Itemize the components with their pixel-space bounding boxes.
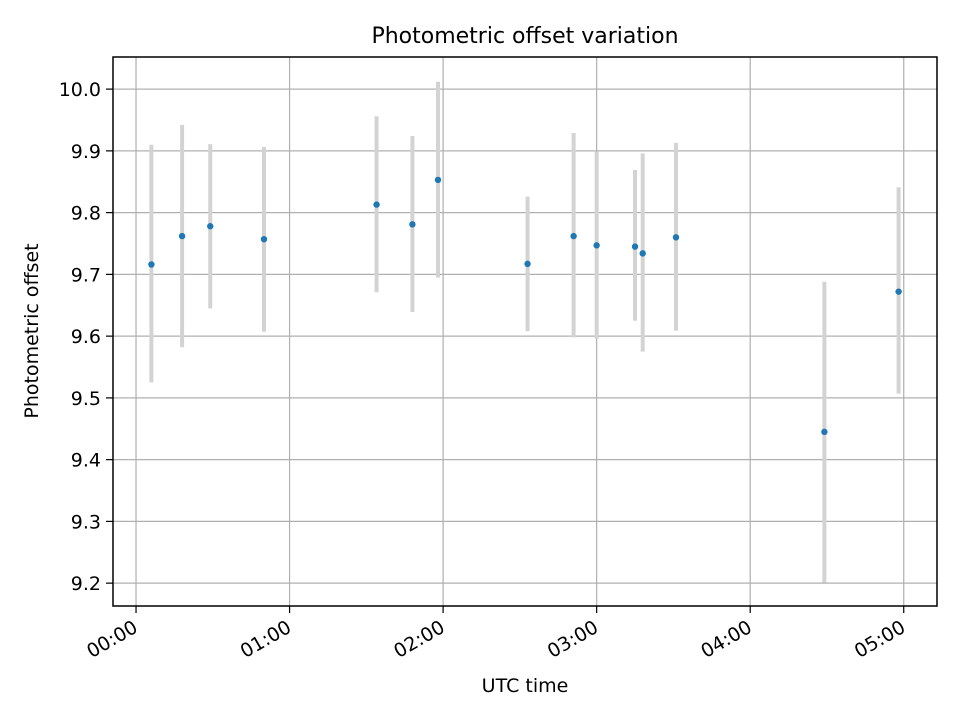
data-point (631, 243, 639, 250)
data-point (373, 201, 380, 208)
data-point (821, 428, 828, 436)
y-tick-label: 9.7 (71, 264, 101, 286)
point-layer (148, 176, 902, 436)
y-axis-label: Photometric offset (21, 243, 43, 418)
data-point (260, 235, 268, 243)
data-point (409, 221, 416, 228)
y-tick-label: 9.5 (71, 388, 101, 410)
data-point (524, 260, 531, 268)
data-point (207, 223, 214, 230)
data-point (570, 232, 577, 240)
plot-frame (112, 56, 938, 607)
chart-title: Photometric offset variation (371, 24, 678, 49)
data-point (639, 250, 646, 257)
data-point (895, 288, 902, 295)
y-tick-label: 10.0 (59, 79, 101, 101)
data-point (672, 234, 680, 241)
y-tick-label: 9.2 (71, 573, 101, 595)
data-point (178, 232, 186, 240)
y-tick-label: 9.4 (71, 450, 101, 472)
y-tick-label: 9.3 (71, 511, 101, 533)
data-point (593, 242, 600, 249)
y-tick-label: 9.6 (71, 326, 101, 348)
data-point (434, 176, 442, 184)
data-point (148, 261, 155, 268)
x-axis-label: UTC time (482, 675, 569, 697)
y-tick-label: 9.8 (71, 203, 101, 225)
y-tick-label: 9.9 (71, 141, 101, 163)
